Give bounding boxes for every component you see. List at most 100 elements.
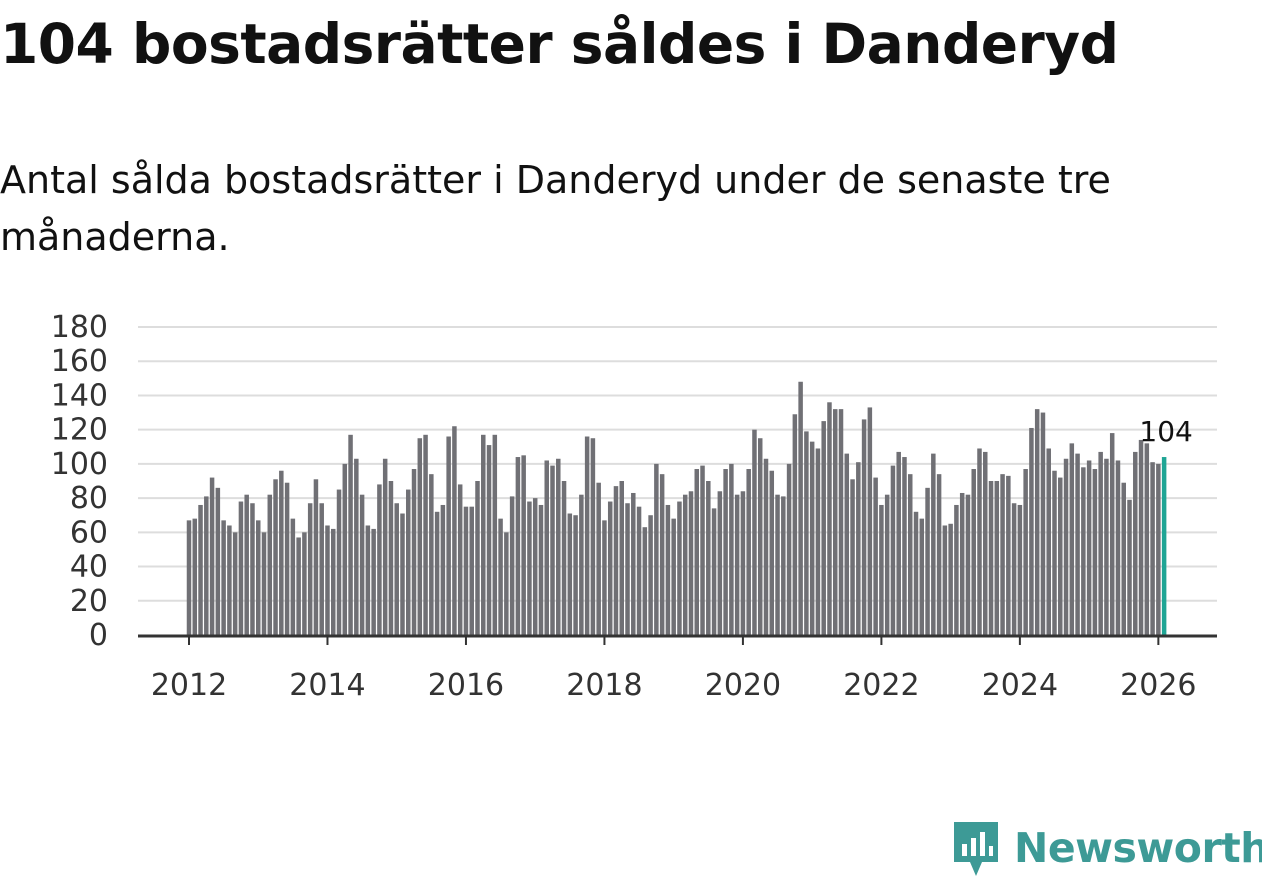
bar [746, 469, 751, 635]
bar [1133, 451, 1138, 635]
bar [936, 474, 942, 635]
y-tick-label: 0 [89, 618, 108, 653]
bar [723, 469, 728, 635]
newsworthy-logo-icon [954, 822, 998, 876]
bar [954, 504, 959, 635]
bar [798, 381, 803, 635]
bar [250, 503, 255, 635]
bar [1109, 433, 1115, 635]
bar [959, 492, 965, 635]
bar [319, 503, 324, 635]
bar [602, 520, 607, 635]
bar [844, 453, 850, 635]
bar [654, 463, 659, 635]
bar [532, 498, 538, 635]
bar [400, 513, 405, 635]
bar [700, 465, 705, 635]
bar [227, 525, 232, 635]
bar [1081, 467, 1086, 635]
bar [1034, 409, 1040, 635]
bar [942, 525, 948, 635]
x-tick-label: 2016 [428, 668, 504, 703]
bar [631, 492, 636, 635]
bar [838, 409, 844, 635]
y-tick-label: 160 [51, 344, 108, 379]
bar [619, 481, 624, 635]
bar [1150, 462, 1155, 635]
bar [296, 537, 301, 635]
bar [388, 481, 394, 635]
bar [521, 455, 526, 635]
bar [1138, 439, 1144, 635]
bar [1104, 458, 1109, 635]
bar [931, 453, 936, 635]
bar [209, 477, 215, 635]
bar [1156, 463, 1161, 635]
bar [763, 458, 769, 635]
bar [1029, 427, 1034, 635]
latest-value-label: 104 [1139, 415, 1192, 448]
y-tick-label: 100 [51, 447, 108, 482]
bar [359, 494, 365, 635]
bar [1058, 477, 1063, 635]
bar [1127, 499, 1132, 635]
bar [919, 518, 925, 635]
bar [694, 469, 700, 635]
bar [677, 501, 682, 635]
bar [192, 518, 198, 635]
bar [1086, 460, 1092, 635]
bar [486, 445, 492, 635]
bar [279, 470, 284, 635]
bar [1075, 453, 1080, 635]
y-tick-label: 140 [51, 378, 108, 413]
bar [440, 504, 446, 635]
bar [544, 460, 549, 635]
y-tick-label: 80 [70, 481, 108, 516]
bar [804, 431, 809, 635]
bar [821, 421, 826, 635]
bar [221, 520, 226, 635]
bar [342, 463, 348, 635]
y-tick-label: 120 [51, 413, 108, 448]
bar [809, 441, 815, 635]
bar [261, 532, 267, 635]
bar [902, 457, 907, 635]
bar [832, 409, 838, 635]
bar [509, 496, 515, 635]
bar [365, 525, 371, 635]
bar [1006, 475, 1011, 635]
x-tick-label: 2018 [566, 668, 642, 703]
brand-name: Newsworthy [1014, 824, 1262, 872]
bar [729, 463, 734, 635]
newsworthy-logo[interactable]: Newsworthy [950, 818, 1262, 878]
bar [561, 481, 567, 635]
bar [786, 463, 792, 635]
bar [198, 504, 203, 635]
bar [740, 491, 746, 635]
bar [948, 523, 953, 635]
bar [457, 484, 463, 635]
bar [665, 504, 671, 635]
bar [688, 491, 694, 635]
bar [636, 506, 642, 635]
bar [1069, 443, 1075, 635]
bar [1052, 470, 1057, 635]
bar [579, 494, 584, 635]
bar [567, 513, 573, 635]
bar [648, 515, 653, 635]
bar [908, 474, 913, 635]
y-tick-label: 40 [70, 550, 108, 585]
x-tick-label: 2012 [151, 668, 227, 703]
bar [452, 426, 457, 635]
bar [596, 482, 601, 635]
annotations: 104 [1139, 415, 1192, 448]
bar [1144, 443, 1150, 635]
bar [757, 438, 763, 635]
bar [983, 451, 988, 635]
x-tick-label: 2026 [1120, 668, 1196, 703]
bar [382, 458, 388, 635]
bar [873, 477, 878, 635]
bar [1121, 482, 1126, 635]
bar [550, 465, 555, 635]
